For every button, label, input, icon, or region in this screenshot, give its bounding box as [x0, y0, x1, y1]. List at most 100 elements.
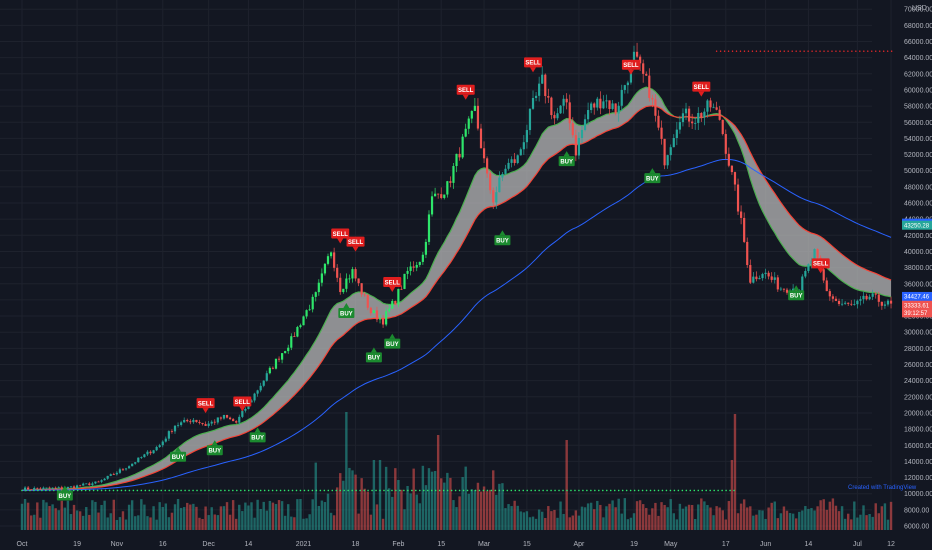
candle-body[interactable] [492, 190, 495, 203]
candle-body[interactable] [268, 367, 271, 374]
candle-body[interactable] [103, 478, 106, 481]
candle-body[interactable] [602, 101, 605, 109]
candle-body[interactable] [225, 414, 229, 418]
candle-body[interactable] [608, 100, 611, 109]
candle-body[interactable] [547, 96, 550, 98]
candle-body[interactable] [831, 296, 834, 299]
candle-body[interactable] [752, 276, 755, 283]
candle-body[interactable] [375, 310, 379, 320]
candle-body[interactable] [180, 422, 183, 425]
sell-signal[interactable]: SELL [346, 236, 365, 252]
candle-body[interactable] [880, 301, 883, 306]
candle-body[interactable] [617, 105, 620, 114]
candle-body[interactable] [538, 83, 541, 96]
candle-body[interactable] [222, 414, 226, 419]
candle-body[interactable] [862, 295, 865, 300]
candle-body[interactable] [583, 119, 587, 130]
candle-body[interactable] [424, 241, 428, 255]
candle-body[interactable] [342, 288, 345, 293]
candle-body[interactable] [519, 149, 522, 156]
candle-body[interactable] [299, 325, 302, 328]
candle-body[interactable] [730, 165, 734, 173]
candle-body[interactable] [525, 130, 528, 143]
candle-body[interactable] [228, 417, 232, 420]
candle-body[interactable] [889, 300, 893, 304]
candle-body[interactable] [712, 107, 715, 109]
candle-body[interactable] [183, 419, 186, 423]
candle-body[interactable] [415, 264, 418, 268]
candle-body[interactable] [440, 194, 443, 198]
candle-body[interactable] [397, 288, 400, 305]
candle-body[interactable] [844, 302, 847, 304]
candle-body[interactable] [834, 298, 838, 301]
candle-body[interactable] [274, 358, 278, 369]
candle-body[interactable] [580, 129, 584, 138]
candle-body[interactable] [865, 295, 868, 300]
candle-body[interactable] [700, 112, 703, 118]
candle-body[interactable] [164, 438, 167, 442]
candle-body[interactable] [874, 293, 877, 295]
candle-body[interactable] [36, 487, 39, 489]
candle-body[interactable] [391, 300, 394, 309]
candle-body[interactable] [476, 105, 480, 129]
candle-body[interactable] [60, 487, 63, 489]
candle-body[interactable] [697, 112, 700, 123]
sell-signal[interactable]: SELL [621, 59, 640, 75]
candle-body[interactable] [173, 425, 177, 432]
candle-body[interactable] [357, 278, 360, 284]
candle-body[interactable] [715, 107, 718, 110]
candle-body[interactable] [131, 463, 134, 467]
candle-body[interactable] [333, 252, 336, 268]
candle-body[interactable] [23, 487, 27, 491]
candle-body[interactable] [430, 196, 434, 215]
candle-body[interactable] [91, 483, 94, 486]
candle-body[interactable] [495, 192, 498, 203]
candle-body[interactable] [657, 115, 660, 128]
candle-body[interactable] [479, 128, 483, 149]
candle-body[interactable] [804, 270, 807, 277]
candle-body[interactable] [565, 98, 568, 103]
candle-body[interactable] [859, 299, 862, 301]
candle-body[interactable] [684, 108, 688, 114]
candle-body[interactable] [30, 489, 33, 491]
candle-body[interactable] [489, 173, 492, 191]
candle-body[interactable] [400, 288, 403, 290]
buy-signal[interactable]: BUY [170, 446, 187, 462]
candle-body[interactable] [639, 56, 642, 64]
candle-body[interactable] [758, 278, 761, 280]
candle-body[interactable] [501, 173, 504, 178]
watermark-text[interactable]: Created with TradingView [848, 485, 917, 491]
candle-body[interactable] [372, 310, 375, 314]
candle-body[interactable] [42, 487, 45, 490]
candle-body[interactable] [556, 113, 559, 119]
candle-body[interactable] [253, 393, 256, 401]
candle-body[interactable] [232, 419, 235, 422]
candle-body[interactable] [235, 421, 238, 423]
candle-body[interactable] [219, 417, 222, 419]
candle-body[interactable] [79, 485, 82, 487]
sell-signal[interactable]: SELL [811, 258, 830, 274]
candle-body[interactable] [534, 95, 538, 98]
candle-body[interactable] [850, 303, 853, 305]
candle-body[interactable] [663, 138, 666, 166]
candle-body[interactable] [562, 98, 565, 106]
candle-body[interactable] [277, 358, 281, 360]
candle-body[interactable] [284, 351, 287, 354]
candle-body[interactable] [455, 153, 458, 167]
candle-body[interactable] [822, 269, 825, 281]
candle-body[interactable] [473, 105, 476, 111]
candle-body[interactable] [651, 98, 654, 100]
buy-signal[interactable]: BUY [56, 485, 73, 501]
buy-signal[interactable]: BUY [365, 347, 382, 363]
candle-body[interactable] [48, 487, 51, 489]
candle-body[interactable] [452, 166, 455, 183]
candle-body[interactable] [204, 424, 207, 426]
candle-body[interactable] [516, 155, 519, 163]
candle-body[interactable] [718, 109, 721, 120]
candle-body[interactable] [782, 288, 786, 290]
candle-body[interactable] [305, 310, 308, 317]
candle-body[interactable] [785, 289, 789, 293]
candle-body[interactable] [75, 485, 79, 488]
candle-body[interactable] [271, 367, 275, 369]
candle-body[interactable] [807, 264, 810, 271]
